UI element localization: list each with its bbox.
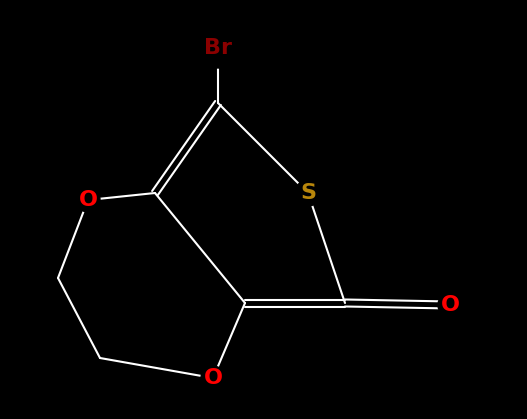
- Circle shape: [201, 366, 225, 390]
- Circle shape: [295, 180, 321, 206]
- Text: O: O: [203, 368, 222, 388]
- Text: O: O: [79, 190, 97, 210]
- Circle shape: [198, 28, 238, 68]
- Text: O: O: [441, 295, 460, 315]
- Text: Br: Br: [204, 38, 232, 58]
- Circle shape: [438, 293, 462, 317]
- Circle shape: [76, 188, 100, 212]
- Text: S: S: [300, 183, 316, 203]
